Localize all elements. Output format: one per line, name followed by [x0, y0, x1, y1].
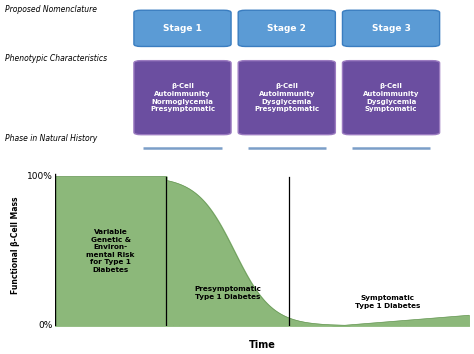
Text: Stage 1: Stage 1 — [163, 24, 202, 33]
FancyBboxPatch shape — [134, 10, 231, 46]
Text: Symptomatic
Type 1 Diabetes: Symptomatic Type 1 Diabetes — [355, 295, 420, 309]
FancyBboxPatch shape — [342, 10, 439, 46]
FancyBboxPatch shape — [342, 61, 439, 135]
Text: Phenotypic Characteristics: Phenotypic Characteristics — [5, 53, 107, 63]
FancyBboxPatch shape — [238, 61, 335, 135]
Text: Functional β-Cell Mass: Functional β-Cell Mass — [10, 196, 19, 294]
Text: Variable
Genetic &
Environ-
mental Risk
for Type 1
Diabetes: Variable Genetic & Environ- mental Risk … — [86, 229, 135, 273]
Text: Phase in Natural History: Phase in Natural History — [5, 134, 97, 143]
FancyBboxPatch shape — [238, 10, 335, 46]
Text: β-Cell
Autoimmunity
Normoglycemia
Presymptomatic: β-Cell Autoimmunity Normoglycemia Presym… — [150, 83, 215, 112]
Text: 100%: 100% — [27, 172, 53, 181]
Text: Proposed Nomenclature: Proposed Nomenclature — [5, 5, 97, 14]
Text: Stage 3: Stage 3 — [372, 24, 410, 33]
Text: 0%: 0% — [38, 321, 53, 330]
Text: β-Cell
Autoimmunity
Dysglycemia
Symptomatic: β-Cell Autoimmunity Dysglycemia Symptoma… — [363, 83, 419, 112]
Text: Presymptomatic
Type 1 Diabetes: Presymptomatic Type 1 Diabetes — [194, 286, 261, 299]
Text: Stage 2: Stage 2 — [267, 24, 306, 33]
Text: β-Cell
Autoimmunity
Dysglycemia
Presymptomatic: β-Cell Autoimmunity Dysglycemia Presympt… — [254, 83, 319, 112]
FancyBboxPatch shape — [134, 61, 231, 135]
Text: Time: Time — [248, 340, 275, 350]
